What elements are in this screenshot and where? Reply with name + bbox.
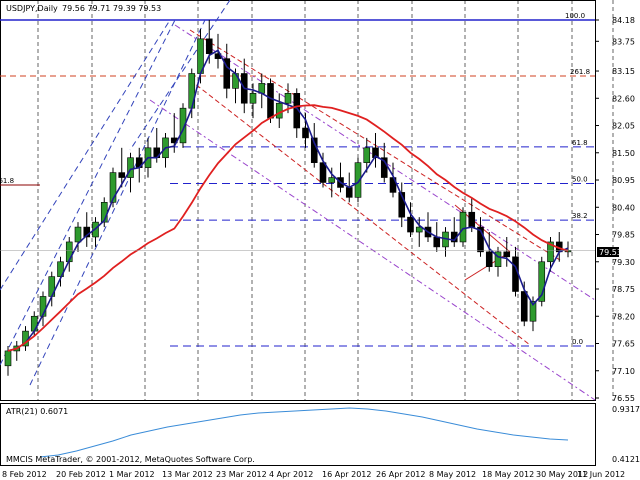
x-tick-label: 16 Apr 2012	[322, 470, 371, 479]
candle-body	[302, 127, 309, 139]
x-tick-label: 18 May 2012	[482, 470, 534, 479]
channel-line	[0, 19, 171, 291]
candle-body	[249, 93, 257, 104]
candle-body	[83, 226, 91, 238]
x-tick-label: 8 Feb 2012	[2, 470, 47, 479]
candle-body	[407, 216, 414, 233]
candle-body	[520, 291, 528, 322]
candle-body	[319, 162, 327, 183]
candle-body	[468, 211, 476, 228]
x-tick-label: 23 Mar 2012	[216, 470, 267, 479]
y-tick-label: 80.40	[612, 203, 635, 212]
fibonacci-levels: 100.0 261.8 161.8 61.8 50.0 38.2 0.0	[0, 12, 595, 347]
main-plot-frame	[0, 0, 596, 401]
moving-averages	[0, 49, 595, 352]
candle-body	[267, 83, 274, 119]
atr-label: ATR(21) 0.6071	[6, 407, 68, 416]
fib-level-label: 38.2	[572, 212, 588, 220]
price-axis: 84.18 83.75 83.15 82.60 82.05 81.50 80.95 80.40…	[595, 16, 635, 403]
candle-body	[494, 251, 502, 268]
y-tick-label: 78.20	[612, 312, 635, 321]
y-tick-label: 80.95	[612, 176, 635, 185]
candle-body	[179, 107, 187, 144]
fib-level-label: 161.8	[0, 177, 14, 185]
candle-body	[485, 251, 493, 268]
candle-body	[354, 162, 362, 198]
current-price-badge	[597, 247, 619, 257]
fib-level-label: 100.0	[565, 12, 585, 20]
symbol-info: USDJPY,Daily	[6, 4, 58, 13]
atr-plot-frame	[0, 403, 596, 466]
candle-body	[415, 226, 423, 233]
candle-body	[205, 38, 213, 54]
x-tick-label: 30 May 2012	[536, 470, 588, 479]
y-tick-label: 78.75	[612, 285, 635, 294]
y-tick-label: 83.75	[612, 37, 635, 46]
candle-body	[372, 147, 379, 159]
y-tick-label: 81.50	[612, 149, 635, 158]
candle-body	[293, 93, 301, 129]
candle-body	[398, 192, 406, 218]
candle-body	[223, 58, 231, 89]
candle-body	[4, 350, 12, 367]
atr-bottom-value: 0.4121	[612, 455, 640, 464]
candle-body	[547, 241, 554, 263]
x-tick-label: 8 May 2012	[429, 470, 476, 479]
candle-body	[127, 157, 134, 178]
candle-body	[109, 172, 117, 203]
y-tick-label: 83.15	[612, 67, 635, 76]
fib-level-label: 0.0	[572, 338, 583, 346]
candle-body	[74, 226, 82, 243]
channel-line	[149, 99, 596, 401]
y-tick-label: 82.05	[612, 122, 635, 131]
y-tick-label: 79.85	[612, 231, 635, 240]
candle-body	[345, 187, 353, 198]
candle-body	[284, 93, 292, 104]
channel-line	[129, 0, 231, 151]
candle-body	[538, 261, 546, 302]
y-tick-label: 77.65	[612, 340, 635, 349]
y-tick-label: 84.18	[612, 16, 635, 25]
fib-level-label: 261.8	[570, 68, 590, 76]
y-tick-label: 77.10	[612, 367, 635, 376]
y-tick-label: 79.30	[612, 258, 635, 267]
atr-top-value: 0.9317	[612, 405, 640, 414]
candle-body	[275, 102, 283, 119]
candle-body	[363, 147, 371, 163]
x-tick-label: 26 Apr 2012	[376, 470, 425, 479]
candle-body	[328, 177, 336, 183]
fib-level-label: 61.8	[572, 139, 588, 147]
channel-line	[29, 19, 206, 386]
fast-moving-average	[7, 49, 569, 352]
x-tick-label: 11 Jun 2012	[577, 470, 625, 479]
ohlc-values: 79.56 79.71 79.39 79.53	[62, 4, 161, 13]
slow-moving-average	[7, 104, 569, 352]
y-tick-label: 82.60	[612, 94, 635, 103]
x-tick-label: 1 Mar 2012	[109, 470, 155, 479]
copyright-text: MMCIS MetaTrader, © 2001-2012, MetaQuote…	[6, 455, 255, 464]
candle-body	[529, 301, 537, 322]
candle-body	[118, 172, 126, 178]
x-tick-label: 4 Apr 2012	[269, 470, 313, 479]
time-axis: 8 Feb 2012 20 Feb 2012 1 Mar 2012 13 Mar 20…	[2, 470, 625, 479]
candle-body	[433, 236, 441, 248]
x-tick-label: 13 Mar 2012	[162, 470, 213, 479]
y-tick-label: 76.55	[612, 394, 635, 403]
current-price-label: 79.53	[599, 248, 622, 257]
candle-body	[477, 226, 484, 253]
channel-line	[0, 19, 176, 366]
atr-indicator	[39, 407, 569, 458]
fib-level-label: 50.0	[572, 175, 588, 183]
candle-body	[503, 251, 511, 258]
x-tick-label: 20 Feb 2012	[56, 470, 106, 479]
candle-body	[459, 211, 467, 243]
candlestick-series	[4, 20, 572, 376]
atr-line	[39, 407, 569, 458]
